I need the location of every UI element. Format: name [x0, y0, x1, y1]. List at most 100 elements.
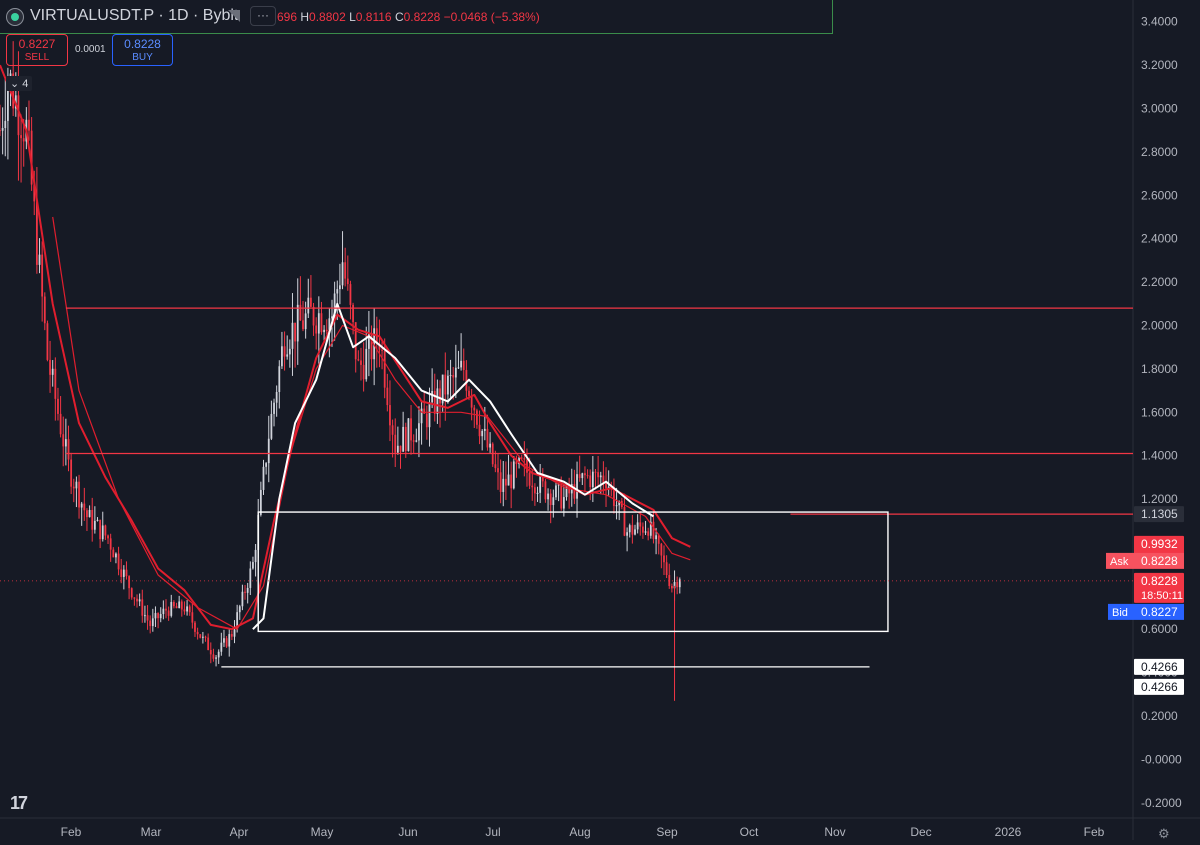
candle-body: [510, 474, 513, 489]
candle-body: [399, 445, 402, 452]
moving-average-red-thin: [52, 216, 691, 630]
x-tick-label: Jun: [398, 825, 417, 839]
candle-body: [402, 426, 405, 452]
y-tick-label: 2.6000: [1141, 188, 1178, 202]
candle-body: [568, 485, 571, 494]
candle-body: [262, 466, 265, 490]
candle-body: [541, 474, 544, 482]
candle-body: [96, 519, 99, 521]
candle-body: [663, 555, 665, 563]
candle-body: [38, 254, 41, 265]
candle-body: [236, 612, 239, 630]
candle-body: [494, 464, 497, 469]
candle-body: [104, 525, 107, 536]
candle-body: [428, 402, 431, 428]
candle-body: [196, 631, 199, 635]
candle-body: [615, 505, 618, 507]
candle-body: [146, 615, 149, 621]
y-tick-label: 2.8000: [1141, 145, 1178, 159]
candle-body: [88, 509, 91, 518]
candle-body: [43, 296, 46, 324]
candle-body: [678, 579, 681, 588]
tradingview-logo-icon[interactable]: 17: [10, 793, 28, 813]
candle-body: [149, 620, 152, 627]
candle-body: [220, 642, 223, 652]
indicator-collapse-button[interactable]: ⌄ 4: [6, 76, 33, 91]
candle-body: [473, 407, 476, 411]
candle-body: [544, 481, 547, 500]
symbol-title[interactable]: VIRTUALUSDT.P · 1D · Bybit: [30, 7, 239, 24]
candle-body: [228, 634, 231, 647]
candle-body: [0, 130, 1, 132]
candle-body: [547, 493, 549, 500]
candle-body: [83, 503, 86, 511]
sell-button[interactable]: 0.8227 SELL: [6, 34, 68, 66]
candle-body: [607, 486, 610, 489]
candle-body: [670, 585, 673, 589]
candle-body: [117, 553, 120, 570]
candle-body: [589, 475, 592, 488]
indicator-count: 4: [22, 78, 29, 90]
candle-body: [639, 522, 642, 527]
y-tick-label: 3.2000: [1141, 58, 1178, 72]
y-tick-label: 3.0000: [1141, 101, 1178, 115]
candle-body: [489, 443, 491, 448]
candle-body: [270, 413, 273, 439]
moving-average-red: [0, 64, 691, 631]
candle-body: [310, 297, 312, 307]
y-tick-label: -0.2000: [1141, 796, 1182, 810]
candle-body: [317, 313, 320, 334]
candle-body: [4, 120, 7, 129]
candle-body: [655, 535, 657, 540]
price-label: 1.1305: [1141, 507, 1178, 521]
y-tick-label: 2.0000: [1141, 318, 1178, 332]
candle-body: [223, 638, 225, 643]
candle-body: [283, 346, 286, 357]
x-tick-label: 2026: [995, 825, 1022, 839]
candle-body: [307, 297, 310, 314]
candle-body: [241, 591, 244, 607]
candle-body: [539, 474, 542, 493]
y-tick-label: 2.2000: [1141, 275, 1178, 289]
candle-body: [486, 428, 489, 448]
candle-body: [333, 293, 336, 317]
candle-body: [597, 472, 600, 478]
candle-body: [576, 474, 578, 499]
candle-body: [41, 254, 44, 297]
candle-body: [381, 349, 383, 351]
candle-body: [557, 484, 560, 486]
candle-body: [72, 486, 75, 489]
candle-body: [141, 599, 144, 616]
candle-body: [378, 343, 381, 350]
candle-body: [167, 610, 170, 616]
candle-body: [549, 493, 552, 505]
ask-label: Ask: [1110, 556, 1129, 568]
y-tick-label: 1.6000: [1141, 405, 1178, 419]
candle-body: [267, 438, 270, 464]
buy-button[interactable]: 0.8228 BUY: [112, 34, 173, 66]
candle-body: [86, 510, 88, 518]
candle-body: [296, 304, 299, 342]
candle-body: [605, 482, 607, 489]
more-options-button[interactable]: ···: [250, 6, 276, 26]
candle-body: [49, 359, 51, 375]
candle-body: [194, 622, 196, 632]
candle-body: [30, 130, 33, 185]
candle-body: [341, 262, 344, 286]
candle-body: [291, 322, 294, 349]
candle-body: [352, 304, 354, 323]
ohlc-readout: 696 H0.8802 L0.8116 C0.8228 −0.0468 (−5.…: [277, 10, 540, 24]
low-label: L: [349, 10, 356, 24]
candle-body: [207, 637, 210, 650]
candle-body: [173, 602, 175, 607]
candle-body: [112, 549, 115, 558]
x-tick-label: Feb: [61, 825, 82, 839]
candle-body: [125, 569, 128, 577]
candle-body: [476, 410, 478, 425]
gear-icon[interactable]: ⚙: [1158, 826, 1170, 841]
candle-body: [151, 618, 154, 627]
symbol-logo-icon: [6, 8, 24, 26]
candle-body: [46, 323, 49, 360]
